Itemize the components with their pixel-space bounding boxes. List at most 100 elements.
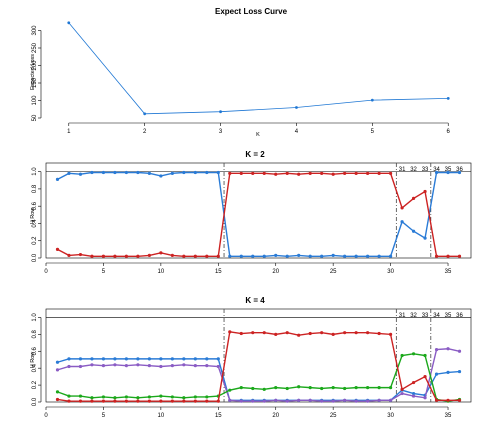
data-point <box>147 171 151 175</box>
data-point <box>274 386 278 390</box>
data-point <box>67 171 71 175</box>
data-point <box>434 372 439 376</box>
data-point <box>457 398 462 402</box>
data-point <box>285 171 289 175</box>
data-point <box>228 254 232 258</box>
data-point <box>124 395 129 399</box>
chart-title: K = 4 <box>245 296 265 305</box>
data-point <box>78 357 83 361</box>
x-tick-label: 20 <box>272 269 279 275</box>
data-point <box>147 399 151 403</box>
data-point <box>423 189 427 194</box>
data-point <box>388 332 393 336</box>
y-tick-label: 1.0 <box>32 313 38 322</box>
data-point <box>67 21 71 25</box>
data-point <box>354 254 358 258</box>
y-tick-label: 0.0 <box>32 253 38 262</box>
data-point <box>216 254 220 258</box>
x-tick-label: 0 <box>44 269 48 275</box>
data-point <box>159 174 163 178</box>
data-point <box>101 399 106 403</box>
data-point <box>434 398 439 402</box>
data-point <box>67 357 71 361</box>
x-tick-label: 5 <box>102 269 106 275</box>
data-point <box>388 386 393 390</box>
data-point <box>159 399 163 403</box>
data-point <box>205 357 209 361</box>
data-point <box>354 399 358 403</box>
data-point <box>216 364 220 369</box>
data-point <box>343 254 347 258</box>
data-point <box>411 391 416 396</box>
data-point <box>67 399 71 403</box>
data-point <box>251 331 255 335</box>
data-point <box>101 254 106 258</box>
data-point <box>124 399 129 403</box>
data-point <box>136 399 140 403</box>
data-point <box>90 357 94 361</box>
x-tick-label: 3 <box>219 129 223 135</box>
data-point <box>55 177 60 182</box>
x-tick-label: 30 <box>387 269 394 275</box>
data-point <box>113 170 117 175</box>
data-point <box>239 399 243 403</box>
y-tick-label: 0.8 <box>32 330 38 339</box>
data-point <box>219 110 222 114</box>
series-line <box>57 331 460 402</box>
data-point <box>377 386 381 390</box>
expected-loss-panel: Expect Loss Curve K Expected Loss 50 100 1… <box>30 7 451 138</box>
data-point <box>411 196 416 201</box>
y-axis-label: Expected Loss <box>30 54 36 90</box>
data-point <box>251 399 255 403</box>
data-point <box>216 170 220 175</box>
y-axis-label: H Row <box>30 208 36 225</box>
data-point <box>366 399 370 403</box>
data-point <box>377 398 381 402</box>
y-tick-label: 100 <box>32 95 38 106</box>
data-point <box>377 331 381 336</box>
data-point <box>434 170 439 175</box>
data-point <box>55 368 60 372</box>
data-point <box>193 357 197 361</box>
data-point <box>320 254 324 258</box>
data-point <box>101 170 106 175</box>
data-point <box>78 399 83 403</box>
data-point <box>170 399 174 403</box>
data-point <box>90 254 94 258</box>
x-tick-label: 35 <box>445 269 452 275</box>
data-point <box>90 363 94 367</box>
data-point <box>124 254 129 258</box>
y-tick-label: 0.0 <box>32 397 38 406</box>
data-point <box>388 398 393 402</box>
data-point <box>147 253 151 258</box>
series-line <box>68 22 449 115</box>
data-point <box>78 364 83 369</box>
top-sample-label: 35 <box>445 313 452 319</box>
y-tick-label: 200 <box>32 60 38 71</box>
data-point <box>457 254 462 258</box>
y-tick-label: 1.0 <box>32 167 38 176</box>
data-point <box>434 254 439 258</box>
y-tick-label: 0.2 <box>32 236 38 245</box>
x-tick-label: 5 <box>371 129 375 135</box>
data-point <box>343 171 347 175</box>
series-line <box>57 353 460 402</box>
data-point <box>113 396 117 400</box>
series-line <box>57 171 460 257</box>
data-point <box>193 170 197 175</box>
top-sample-label: 34 <box>433 167 440 173</box>
data-point <box>262 171 266 175</box>
data-point <box>205 170 209 175</box>
data-point <box>239 386 243 390</box>
data-point <box>113 363 117 367</box>
data-point <box>411 380 416 385</box>
data-point <box>67 253 71 258</box>
data-point <box>285 331 289 335</box>
data-point <box>400 220 404 224</box>
data-point <box>159 251 163 255</box>
data-point <box>251 171 255 175</box>
data-point <box>101 395 106 399</box>
data-point <box>274 253 278 258</box>
data-point <box>124 357 129 361</box>
data-point <box>251 386 255 391</box>
